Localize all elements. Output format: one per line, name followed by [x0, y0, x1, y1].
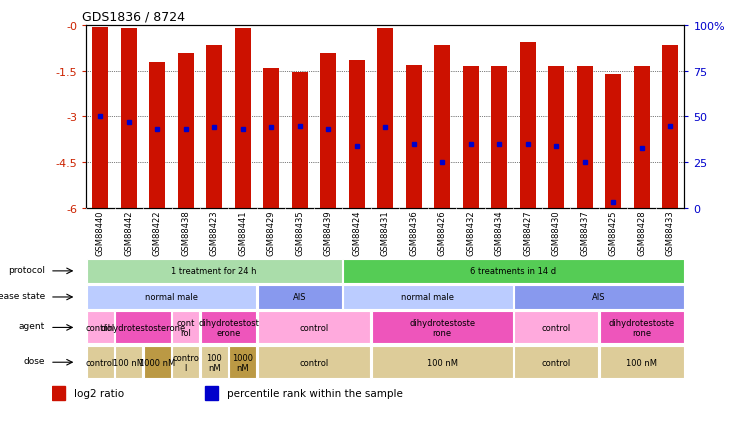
Bar	[662, 46, 678, 208]
FancyBboxPatch shape	[87, 346, 114, 378]
Text: GSM88435: GSM88435	[295, 210, 304, 255]
Text: dihydrotestost
erone: dihydrotestost erone	[198, 318, 259, 337]
Text: AIS: AIS	[293, 293, 307, 302]
Text: GDS1836 / 8724: GDS1836 / 8724	[82, 11, 186, 24]
Text: control: control	[85, 358, 115, 367]
Text: 1000 nM: 1000 nM	[139, 358, 175, 367]
FancyBboxPatch shape	[343, 285, 512, 309]
Bar	[406, 66, 422, 208]
Bar	[605, 75, 621, 208]
Text: GSM88439: GSM88439	[324, 210, 333, 255]
FancyBboxPatch shape	[514, 346, 598, 378]
Bar	[548, 67, 564, 208]
Text: GSM88436: GSM88436	[409, 210, 418, 256]
Bar	[52, 386, 66, 401]
Bar	[435, 46, 450, 208]
Text: agent: agent	[19, 322, 45, 330]
Text: log2 ratio: log2 ratio	[74, 388, 124, 398]
Bar	[178, 53, 194, 208]
Text: control: control	[85, 323, 115, 332]
FancyBboxPatch shape	[229, 346, 257, 378]
Text: control: control	[299, 323, 328, 332]
Text: GSM88441: GSM88441	[239, 210, 248, 255]
Bar	[634, 67, 649, 208]
Text: control: control	[542, 358, 571, 367]
Text: normal male: normal male	[402, 293, 455, 302]
Text: GSM88429: GSM88429	[267, 210, 276, 255]
Bar	[206, 46, 222, 208]
Text: dihydrotestoste
rone: dihydrotestoste rone	[409, 318, 475, 337]
Text: GSM88440: GSM88440	[96, 210, 105, 255]
FancyBboxPatch shape	[600, 312, 684, 344]
Bar	[577, 67, 592, 208]
Text: GSM88438: GSM88438	[181, 210, 190, 256]
Text: 100 nM: 100 nM	[113, 358, 144, 367]
Bar	[349, 61, 364, 208]
Bar	[463, 67, 479, 208]
Text: GSM88424: GSM88424	[352, 210, 361, 255]
FancyBboxPatch shape	[115, 346, 142, 378]
Bar	[378, 29, 393, 208]
FancyBboxPatch shape	[172, 312, 199, 344]
Bar	[263, 69, 279, 208]
Bar	[520, 43, 536, 208]
Bar	[150, 62, 165, 208]
Text: GSM88426: GSM88426	[438, 210, 447, 255]
FancyBboxPatch shape	[372, 346, 512, 378]
FancyBboxPatch shape	[87, 285, 257, 309]
FancyBboxPatch shape	[372, 312, 512, 344]
Text: 100 nM: 100 nM	[626, 358, 657, 367]
Text: contro
l: contro l	[172, 353, 199, 372]
Text: GSM88434: GSM88434	[494, 210, 503, 255]
Text: GSM88430: GSM88430	[552, 210, 561, 255]
FancyBboxPatch shape	[115, 312, 171, 344]
Text: GSM88427: GSM88427	[523, 210, 532, 255]
FancyBboxPatch shape	[514, 312, 598, 344]
Text: control: control	[542, 323, 571, 332]
Text: 1000
nM: 1000 nM	[232, 353, 254, 372]
Text: GSM88432: GSM88432	[466, 210, 475, 255]
Text: GSM88428: GSM88428	[637, 210, 646, 255]
Text: GSM88437: GSM88437	[580, 210, 589, 256]
Bar	[121, 29, 137, 208]
FancyBboxPatch shape	[343, 259, 684, 283]
Text: protocol: protocol	[8, 266, 45, 274]
Bar	[320, 53, 336, 208]
FancyBboxPatch shape	[200, 346, 228, 378]
Text: normal male: normal male	[145, 293, 198, 302]
Bar	[205, 386, 218, 401]
Text: GSM88433: GSM88433	[666, 210, 675, 256]
Text: 100
nM: 100 nM	[206, 353, 222, 372]
Bar	[491, 67, 507, 208]
Text: GSM88422: GSM88422	[153, 210, 162, 255]
FancyBboxPatch shape	[172, 346, 199, 378]
Text: 1 treatment for 24 h: 1 treatment for 24 h	[171, 267, 257, 276]
FancyBboxPatch shape	[200, 312, 257, 344]
Text: GSM88423: GSM88423	[209, 210, 218, 255]
Text: GSM88442: GSM88442	[124, 210, 133, 255]
FancyBboxPatch shape	[258, 346, 370, 378]
Text: 6 treatments in 14 d: 6 treatments in 14 d	[470, 267, 557, 276]
Text: 100 nM: 100 nM	[426, 358, 458, 367]
FancyBboxPatch shape	[514, 285, 684, 309]
FancyBboxPatch shape	[258, 312, 370, 344]
Bar	[235, 29, 251, 208]
Text: disease state: disease state	[0, 292, 45, 300]
FancyBboxPatch shape	[258, 285, 342, 309]
Bar	[292, 73, 307, 208]
Text: AIS: AIS	[592, 293, 606, 302]
Text: dose: dose	[23, 356, 45, 365]
FancyBboxPatch shape	[144, 346, 171, 378]
FancyBboxPatch shape	[87, 312, 114, 344]
Text: GSM88425: GSM88425	[609, 210, 618, 255]
FancyBboxPatch shape	[87, 259, 342, 283]
Bar	[93, 28, 108, 208]
Text: cont
rol: cont rol	[177, 318, 195, 337]
Text: dihydrotestosterone: dihydrotestosterone	[100, 323, 186, 332]
FancyBboxPatch shape	[600, 346, 684, 378]
Text: dihydrotestoste
rone: dihydrotestoste rone	[609, 318, 675, 337]
Text: GSM88431: GSM88431	[381, 210, 390, 255]
Text: percentile rank within the sample: percentile rank within the sample	[227, 388, 402, 398]
Text: control: control	[299, 358, 328, 367]
